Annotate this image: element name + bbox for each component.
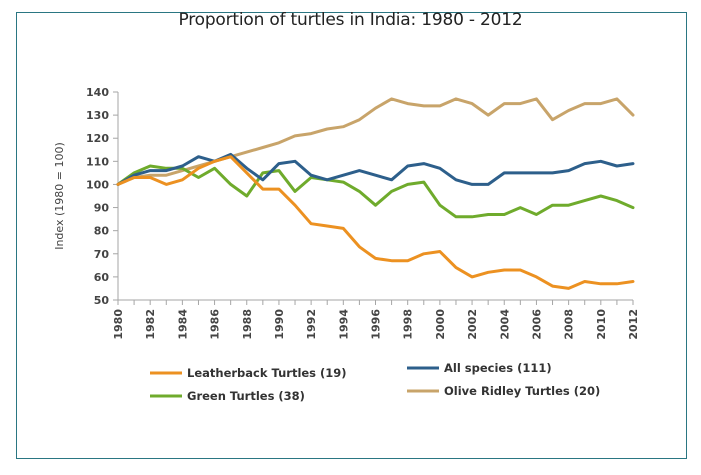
x-tick-label: 2010 xyxy=(595,309,608,340)
x-tick-label: 2012 xyxy=(627,309,640,340)
x-tick-label: 1980 xyxy=(112,309,125,340)
x-tick-label: 1998 xyxy=(402,309,415,340)
y-tick-label: 130 xyxy=(86,109,109,122)
x-tick-label: 1994 xyxy=(337,309,350,340)
series-line-all-species xyxy=(116,152,635,186)
y-tick-label: 120 xyxy=(86,132,109,145)
x-tick-label: 1988 xyxy=(241,309,254,340)
y-tick-label: 60 xyxy=(94,271,110,284)
x-tick-label: 2000 xyxy=(434,309,447,340)
x-tick-label: 1986 xyxy=(209,309,222,340)
x-tick-label: 1984 xyxy=(176,309,189,340)
series-line-green-turtles xyxy=(116,164,635,219)
x-tick-label: 1990 xyxy=(273,309,286,340)
y-tick-label: 110 xyxy=(86,155,109,168)
legend-label: All species (111) xyxy=(444,361,552,375)
x-tick-label: 1982 xyxy=(144,309,157,340)
y-tick-label: 90 xyxy=(94,202,110,215)
legend-item: All species (111) xyxy=(407,361,552,375)
y-tick-label: 100 xyxy=(86,178,109,191)
legend-label: Olive Ridley Turtles (20) xyxy=(444,384,600,398)
x-tick-label: 2004 xyxy=(498,309,511,340)
y-tick-label: 70 xyxy=(94,248,110,261)
x-tick-label: 1992 xyxy=(305,309,318,340)
legend-item: Leatherback Turtles (19) xyxy=(150,366,347,380)
x-tick-label: 2002 xyxy=(466,309,479,340)
legend: Leatherback Turtles (19) All species (111… xyxy=(150,361,600,403)
y-tick-label: 50 xyxy=(94,294,110,307)
y-tick-label: 80 xyxy=(94,225,110,238)
legend-item: Olive Ridley Turtles (20) xyxy=(407,384,600,398)
axes: 50 60 70 80 90 100 110 120 130 140 1980 1982 1984 198… xyxy=(53,86,640,340)
series-line-leatherback-turtles xyxy=(116,155,635,290)
series-layer xyxy=(116,97,635,290)
y-tick-label: 140 xyxy=(86,86,109,99)
x-tick-label: 2006 xyxy=(530,309,543,340)
y-axis-title: Index (1980 = 100) xyxy=(53,142,66,250)
x-tick-label: 2008 xyxy=(563,309,576,340)
x-tick-label: 1996 xyxy=(370,309,383,340)
legend-label: Green Turtles (38) xyxy=(187,389,305,403)
chart-title: Proportion of turtles in India: 1980 - 2… xyxy=(178,10,523,30)
legend-label: Leatherback Turtles (19) xyxy=(187,366,347,380)
legend-item: Green Turtles (38) xyxy=(150,389,305,403)
